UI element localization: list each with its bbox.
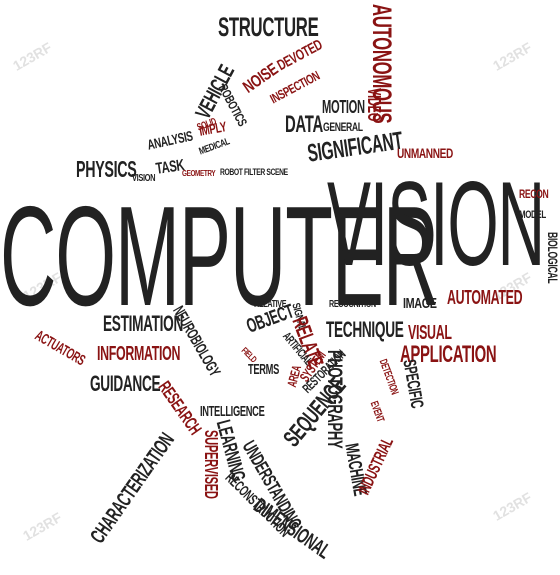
word-motion: MOTION (322, 97, 365, 117)
watermark-logo: 123RF (10, 38, 55, 74)
watermark-logo: 123RF (20, 508, 65, 544)
title-word-computer: COMPUTER (0, 177, 439, 336)
word-unmanned: UNMANNED (397, 145, 453, 161)
watermark-logo: 123RF (490, 488, 535, 524)
word-devoted: DEVOTED (274, 36, 326, 75)
word-recon: RECON (519, 187, 549, 201)
word-analysis: ANALYSIS (145, 127, 194, 153)
watermark-logo: 123RF (490, 38, 535, 74)
word-structure: STRUCTURE (218, 12, 319, 42)
word-supervised: SUPERVISED (201, 430, 221, 499)
word-data: DATA (285, 111, 323, 138)
word-imply: IMPLY (197, 118, 228, 139)
word-characterization: CHARACTERIZATION (86, 429, 179, 548)
title-word-vision: VISION (327, 157, 545, 291)
word-video: VIDEO (364, 88, 384, 122)
word-task: TASK (154, 157, 186, 178)
word-visual: VISUAL (408, 322, 452, 344)
word-technique: TECHNIQUE (326, 317, 404, 342)
word-physics: PHYSICS (76, 156, 137, 182)
word-image: IMAGE (403, 295, 437, 312)
word-recognition: RECOGNITION (329, 299, 376, 310)
word-estimation: ESTIMATION (103, 311, 183, 336)
word-guidance: GUIDANCE (90, 371, 161, 396)
word-research: RESEARCH (154, 377, 206, 439)
word-intelligence: INTELLIGENCE (200, 403, 265, 420)
word-geometry: GEOMETRY (182, 169, 216, 178)
word-vision-small: VISION (132, 173, 156, 184)
word-detection: DETECTION (376, 357, 401, 397)
word-terms: TERMS (248, 361, 279, 378)
word-application: APPLICATION (400, 341, 497, 368)
word-automated: AUTOMATED (447, 287, 523, 309)
word-model: MODEL (519, 209, 546, 221)
word-general: GENERAL (323, 120, 363, 134)
word-robot-filter-scene: ROBOT FILTER SCENE (220, 167, 288, 177)
word-medical: MEDICAL (197, 136, 232, 158)
word-relative: RELATIVE (254, 299, 287, 310)
word-biological: BIOLOGICAL (545, 232, 560, 284)
word-event: EVENT (367, 399, 387, 424)
word-information: INFORMATION (97, 343, 181, 365)
